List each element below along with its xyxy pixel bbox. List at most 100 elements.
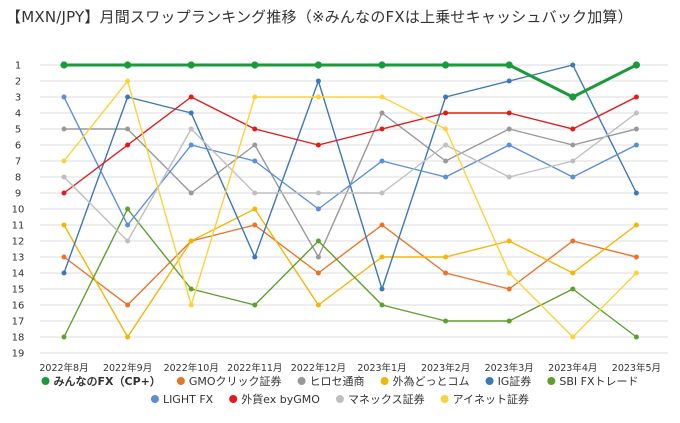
y-tick-label: 10 — [12, 205, 25, 216]
series-line — [63, 80, 637, 338]
data-point — [188, 302, 194, 308]
series-3 — [61, 206, 639, 340]
legend-marker — [297, 377, 306, 385]
data-point — [506, 78, 512, 84]
data-point — [443, 318, 449, 324]
data-point — [125, 334, 131, 340]
data-point — [315, 254, 321, 260]
data-point — [125, 78, 131, 84]
data-point — [188, 286, 194, 292]
data-point — [379, 190, 385, 196]
series-1 — [61, 222, 639, 308]
data-point — [570, 334, 576, 340]
x-tick-label: 2022年10月 — [164, 362, 219, 374]
data-point — [506, 142, 512, 148]
legend-item: アイネット証券 — [440, 392, 529, 406]
legend-label: GMOクリック証券 — [189, 374, 282, 388]
x-tick-label: 2023年4月 — [548, 362, 597, 374]
series-line — [63, 224, 637, 306]
data-point — [633, 334, 639, 340]
data-point — [315, 190, 321, 196]
data-point — [315, 142, 321, 148]
y-tick-label: 12 — [12, 237, 25, 248]
y-tick-label: 13 — [12, 253, 25, 264]
data-point — [188, 238, 194, 244]
data-point — [61, 158, 67, 164]
legend-label: ヒロセ通商 — [310, 374, 365, 388]
series-line — [63, 112, 637, 242]
legend-item: GMOクリック証券 — [176, 374, 282, 388]
y-tick-label: 2 — [15, 77, 21, 88]
y-tick-label: 3 — [15, 93, 21, 104]
legend-label: SBI FXトレード — [559, 375, 638, 388]
data-point — [125, 302, 131, 308]
series-line — [63, 208, 637, 338]
data-point — [188, 94, 194, 100]
legend-label: 外為どっとコム — [393, 374, 470, 388]
y-tick-label: 6 — [15, 141, 21, 152]
data-point — [61, 190, 67, 196]
data-point — [443, 94, 449, 100]
legend-label: マネックス証券 — [348, 392, 425, 406]
y-tick-label: 15 — [12, 285, 25, 296]
data-point — [125, 206, 131, 212]
data-point — [315, 94, 321, 100]
data-point — [570, 174, 576, 180]
series-line — [64, 63, 638, 99]
data-point — [315, 206, 321, 212]
data-point — [570, 270, 576, 276]
data-point — [61, 254, 67, 260]
y-tick-label: 4 — [15, 109, 21, 120]
data-point — [252, 254, 258, 260]
legend-label: 外貨ex byGMO — [241, 392, 320, 406]
data-point — [633, 190, 639, 196]
y-tick-label: 8 — [15, 173, 21, 184]
x-axis-ticks: 2022年8月 2022年9月 2022年10月 2022年11月 2022年12月 20… — [39, 362, 661, 374]
data-point — [443, 254, 449, 260]
data-point — [315, 270, 321, 276]
data-point — [443, 174, 449, 180]
y-tick-label: 9 — [15, 189, 21, 200]
data-point — [633, 142, 639, 148]
data-point — [379, 126, 385, 132]
data-point — [252, 94, 258, 100]
data-point — [124, 61, 132, 69]
data-point — [252, 302, 258, 308]
data-point — [379, 286, 385, 292]
legend-marker — [485, 377, 494, 385]
data-point — [379, 302, 385, 308]
y-tick-label: 11 — [12, 221, 25, 232]
data-point — [379, 110, 385, 116]
data-point — [187, 61, 195, 69]
data-point — [125, 94, 131, 100]
data-point — [61, 222, 67, 228]
series-9 — [61, 78, 639, 340]
y-tick-label: 16 — [12, 301, 25, 312]
legend-marker — [335, 395, 344, 403]
data-point — [570, 126, 576, 132]
data-point — [379, 158, 385, 164]
legend-item: 外為どっとコム — [380, 374, 470, 388]
data-point — [506, 238, 512, 244]
data-point — [633, 254, 639, 260]
data-point — [61, 174, 67, 180]
x-tick-label: 2022年8月 — [39, 362, 88, 374]
data-point — [570, 286, 576, 292]
y-tick-label: 19 — [12, 349, 25, 360]
y-tick-label: 18 — [12, 333, 25, 344]
data-point — [378, 61, 386, 69]
data-point — [443, 110, 449, 116]
data-point — [188, 110, 194, 116]
series-0 — [60, 61, 641, 101]
data-point — [315, 302, 321, 308]
legend-item: SBI FXトレード — [547, 375, 638, 388]
data-point — [61, 334, 67, 340]
legend-marker — [547, 377, 556, 385]
data-point — [506, 270, 512, 276]
data-point — [443, 158, 449, 164]
data-point — [443, 142, 449, 148]
legend-marker — [440, 395, 449, 403]
legend-item: LIGHT FX — [150, 393, 214, 406]
legend-item: マネックス証券 — [335, 392, 425, 406]
